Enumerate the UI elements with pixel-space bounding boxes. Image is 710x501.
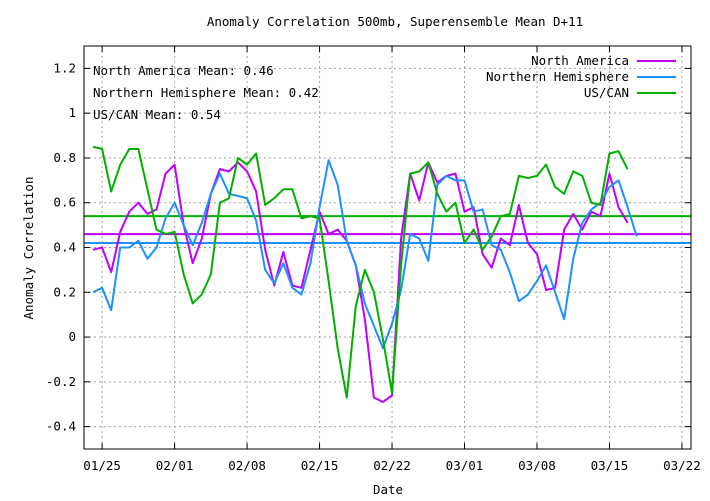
y-tick-label: -0.2 [46, 374, 76, 389]
mean-label: US/CAN Mean: 0.54 [93, 107, 221, 122]
x-tick-label: 03/22 [663, 458, 701, 473]
y-tick-label: 0.8 [53, 150, 76, 165]
x-tick-label: 03/15 [591, 458, 629, 473]
x-tick-label: 02/01 [156, 458, 194, 473]
grid-lines [84, 46, 691, 449]
y-tick-label: 1 [68, 105, 76, 120]
y-tick-label: 0.2 [53, 284, 76, 299]
mean-label: Northern Hemisphere Mean: 0.42 [93, 85, 319, 100]
y-tick-label: 0 [68, 329, 76, 344]
legend-label: US/CAN [584, 85, 629, 100]
series-line [92, 161, 629, 403]
mean-lines [84, 215, 691, 245]
y-tick-label: 1.2 [53, 60, 76, 75]
axis-ticks: -0.4 -0.2 0 0.2 0.4 0.6 0.8 1 1.2 01/25 02/01 02/08… [46, 46, 701, 473]
chart-title: Anomaly Correlation 500mb, Superensemble… [207, 14, 583, 29]
series-line [92, 159, 638, 350]
x-tick-label: 03/01 [446, 458, 484, 473]
mean-label: North America Mean: 0.46 [93, 63, 274, 78]
x-tick-label: 03/08 [518, 458, 556, 473]
mean-labels: North America Mean: 0.46 Northern Hemisph… [93, 63, 319, 122]
y-axis-label: Anomaly Correlation [21, 177, 36, 320]
y-tick-label: 0.6 [53, 195, 76, 210]
series-lines [92, 145, 638, 403]
x-axis-label: Date [373, 482, 403, 497]
x-tick-label: 01/25 [83, 458, 121, 473]
y-tick-label: 0.4 [53, 240, 76, 255]
legend-label: North America [531, 53, 629, 68]
series-line [92, 145, 629, 399]
x-tick-label: 02/08 [228, 458, 266, 473]
legend-label: Northern Hemisphere [486, 69, 629, 84]
x-tick-label: 02/15 [301, 458, 339, 473]
y-tick-label: -0.4 [46, 419, 76, 434]
x-tick-label: 02/22 [373, 458, 411, 473]
